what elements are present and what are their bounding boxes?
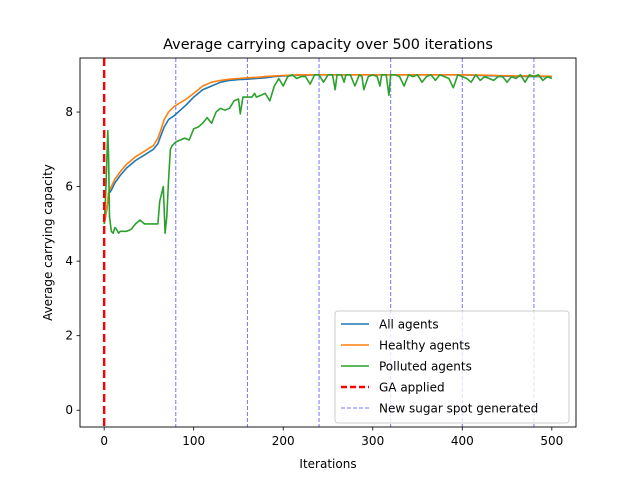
x-tick-label: 300 bbox=[361, 434, 384, 448]
x-tick-label: 400 bbox=[451, 434, 474, 448]
y-tick-label: 0 bbox=[65, 403, 73, 417]
x-axis-label: Iterations bbox=[299, 457, 356, 471]
y-tick-label: 4 bbox=[65, 254, 73, 268]
y-axis-ticks: 0 2 4 6 8 bbox=[65, 105, 80, 417]
y-axis-label: Average carrying capacity bbox=[41, 164, 55, 321]
legend-label: All agents bbox=[379, 318, 439, 332]
x-tick-label: 0 bbox=[100, 434, 108, 448]
chart-title: Average carrying capacity over 500 itera… bbox=[163, 37, 493, 53]
legend-label: GA applied bbox=[379, 381, 445, 395]
legend-box bbox=[334, 310, 570, 424]
x-tick-label: 500 bbox=[540, 434, 563, 448]
x-tick-label: 200 bbox=[272, 434, 295, 448]
plot-frame bbox=[79, 57, 577, 428]
legend-label: Polluted agents bbox=[379, 360, 472, 374]
series-line-polluted-agents bbox=[103, 74, 553, 234]
y-tick-label: 6 bbox=[65, 180, 73, 194]
legend: All agents Healthy agents Polluted agents G… bbox=[334, 310, 570, 424]
x-axis-ticks: 0 100 200 300 400 500 bbox=[100, 427, 563, 448]
x-tick-label: 100 bbox=[182, 434, 205, 448]
legend-label: Healthy agents bbox=[379, 339, 470, 353]
y-tick-label: 2 bbox=[65, 329, 73, 343]
legend-label: New sugar spot generated bbox=[379, 402, 538, 416]
series-line-healthy-agents bbox=[103, 74, 552, 225]
y-tick-label: 8 bbox=[65, 105, 73, 119]
